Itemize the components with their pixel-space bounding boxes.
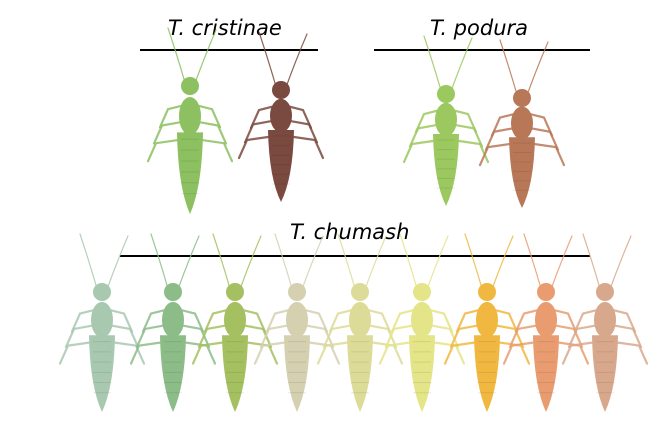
insect-t-chumash-4	[253, 233, 341, 412]
rule-t-chumash	[120, 255, 590, 257]
insect-t-chumash-7	[443, 233, 531, 412]
rule-t-podura	[374, 49, 590, 51]
insect-t-chumash-6	[378, 233, 466, 412]
insect-t-chumash-9	[561, 233, 649, 412]
insect-t-chumash-3	[191, 233, 279, 412]
insect-t-chumash-8	[502, 233, 590, 412]
insect-t-chumash-1	[58, 233, 146, 412]
insect-t-podura-green	[402, 35, 490, 206]
insect-t-chumash-2	[129, 233, 217, 412]
label-t-cristinae: T. cristinae	[168, 16, 282, 40]
insect-t-chumash-5	[316, 233, 404, 412]
label-t-chumash: T. chumash	[290, 220, 410, 244]
insect-t-podura-brown	[478, 39, 566, 208]
rule-t-cristinae	[140, 49, 318, 51]
insect-t-cristinae-brown	[237, 31, 325, 202]
label-t-podura: T. podura	[430, 16, 529, 40]
insect-t-cristinae-green	[146, 27, 234, 214]
